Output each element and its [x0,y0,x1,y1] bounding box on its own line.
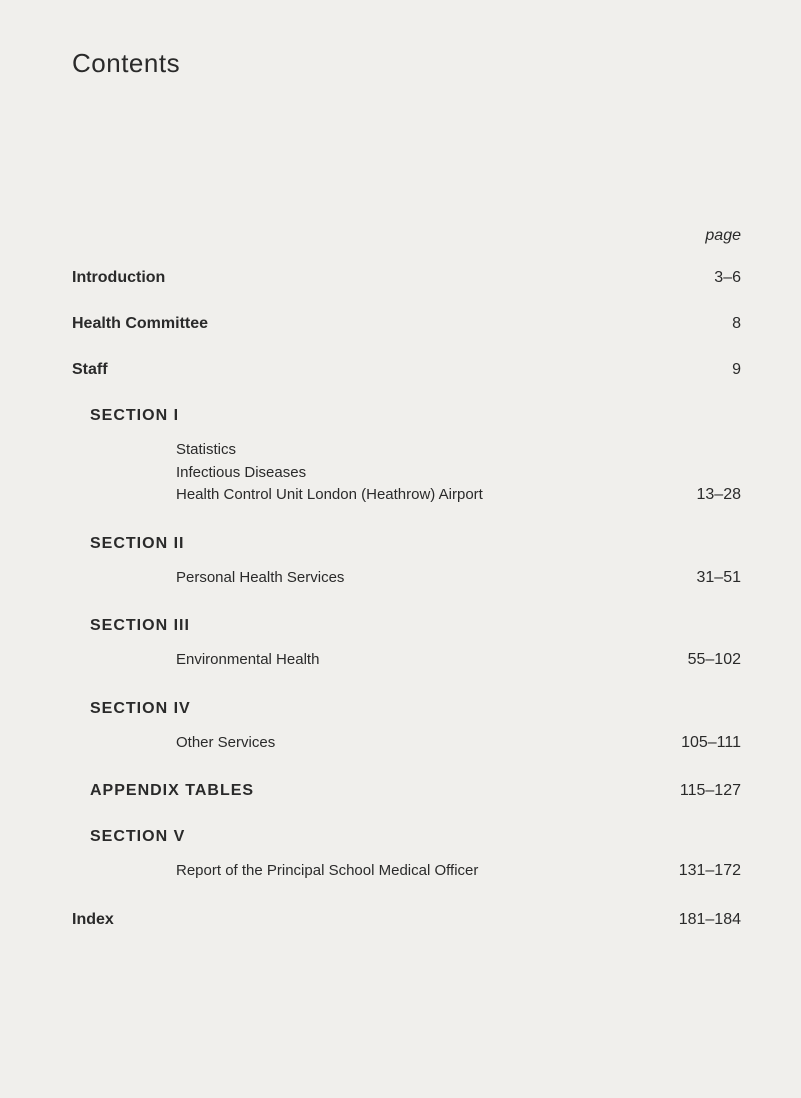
toc-row-health-committee: Health Committee 8 [72,315,741,333]
section-line: Environmental Health [176,649,319,672]
section-line: Health Control Unit London (Heathrow) Ai… [176,484,483,507]
appendix-row: APPENDIX TABLES 115–127 [90,782,741,800]
section-heading: SECTION IV [90,700,741,718]
appendix-page: 115–127 [680,782,741,800]
section-heading: SECTION V [90,828,741,846]
toc-page: 9 [732,361,741,379]
section-heading: SECTION III [90,617,741,635]
section-line: Statistics [176,439,741,462]
toc-label: Staff [72,361,108,379]
section-line: Personal Health Services [176,567,344,590]
section-page: 131–172 [679,862,741,880]
section-block-v: SECTION V Report of the Principal School… [90,828,741,883]
section-page: 31–51 [697,569,742,587]
section-heading: SECTION II [90,535,741,553]
section-line: Report of the Principal School Medical O… [176,860,478,883]
toc-row-staff: Staff 9 [72,361,741,379]
toc-row-introduction: Introduction 3–6 [72,269,741,287]
toc-page: 181–184 [679,911,741,929]
appendix-label: APPENDIX TABLES [90,782,254,800]
toc-page: 3–6 [714,269,741,287]
section-line: Other Services [176,732,275,755]
section-block-ii: SECTION II Personal Health Services 31–5… [90,535,741,590]
page-title: Contents [72,48,741,79]
section-block-iii: SECTION III Environmental Health 55–102 [90,617,741,672]
section-page: 105–111 [681,734,741,752]
toc-label: Introduction [72,269,165,287]
section-heading: SECTION I [90,407,741,425]
section-page: 55–102 [688,651,741,669]
toc-label: Health Committee [72,315,208,333]
section-line: Infectious Diseases [176,462,741,485]
section-block-i: SECTION I Statistics Infectious Diseases… [90,407,741,507]
toc-row-index: Index 181–184 [72,911,741,929]
toc-label: Index [72,911,114,929]
section-page: 13–28 [697,486,742,504]
page-column-header: page [72,227,741,245]
section-block-iv: SECTION IV Other Services 105–111 [90,700,741,755]
toc-page: 8 [732,315,741,333]
